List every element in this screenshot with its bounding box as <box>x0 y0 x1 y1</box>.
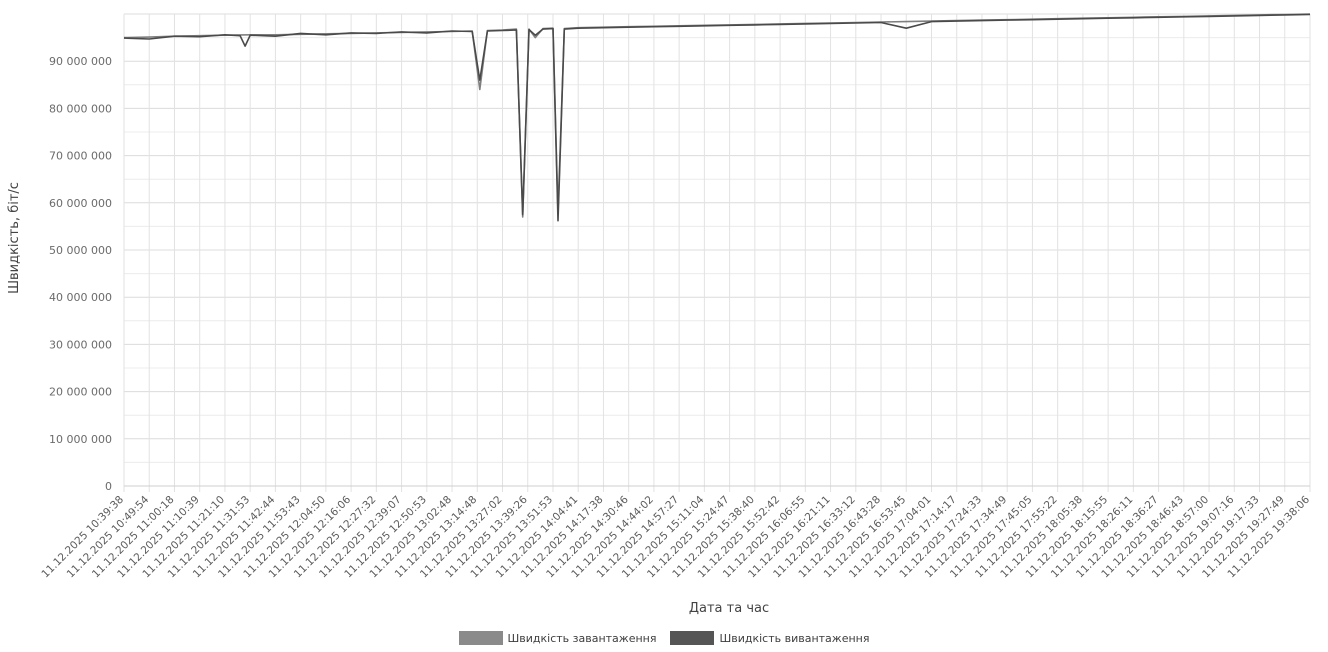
legend-swatch-download <box>458 631 503 645</box>
series-line-upload <box>123 13 1311 222</box>
y-tick-label: 20 000 000 <box>49 386 112 399</box>
y-tick-label: 90 000 000 <box>49 55 112 68</box>
y-tick-label: 10 000 000 <box>49 433 112 446</box>
y-axis-title: Швидкість, біт/с <box>7 182 22 294</box>
x-axis-title: Дата та час <box>689 601 769 616</box>
legend-label-download: Швидкість завантаження <box>507 631 657 645</box>
chart-legend: Швидкість завантаження Швидкість виванта… <box>0 628 1328 648</box>
speed-line-chart: 0 10 000 000 20 000 000 30 000 000 40 000 00… <box>7 13 1312 616</box>
y-axis-ticks: 0 10 000 000 20 000 000 30 000 000 40 000 00… <box>49 55 112 493</box>
legend-swatch-upload <box>670 631 715 645</box>
series-lines <box>123 13 1311 222</box>
legend-item-download[interactable]: Швидкість завантаження <box>458 631 657 645</box>
series-line-download <box>123 13 1311 218</box>
legend-label-upload: Швидкість вивантаження <box>719 631 870 645</box>
y-tick-label: 40 000 000 <box>49 291 112 304</box>
legend-item-upload[interactable]: Швидкість вивантаження <box>670 631 869 645</box>
y-tick-label: 0 <box>105 480 112 493</box>
y-tick-label: 80 000 000 <box>49 102 112 115</box>
y-tick-label: 50 000 000 <box>49 244 112 257</box>
y-tick-label: 70 000 000 <box>49 150 112 163</box>
y-tick-label: 30 000 000 <box>49 338 112 351</box>
y-tick-label: 60 000 000 <box>49 197 112 210</box>
chart-grid <box>123 13 1311 492</box>
